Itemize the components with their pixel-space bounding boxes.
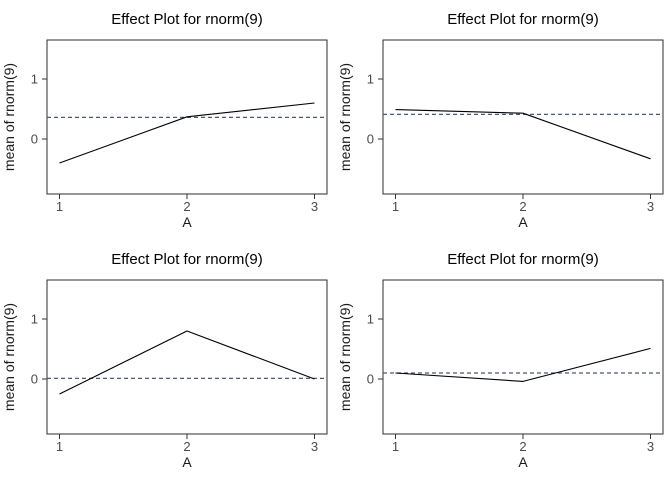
x-tick-label: 1 [56,199,63,214]
x-tick-label: 2 [183,439,190,454]
x-tick-label: 2 [519,439,526,454]
panel-title: Effect Plot for rnorm(9) [111,251,262,268]
x-tick-label: 1 [392,199,399,214]
x-tick-label: 3 [311,439,318,454]
panel-border [382,279,664,435]
x-axis-label: A [518,454,528,470]
panel-title: Effect Plot for rnorm(9) [111,11,262,28]
x-tick-label: 3 [311,199,318,214]
x-axis-label: A [518,214,528,230]
y-axis-label: mean of rnorm(9) [337,63,353,171]
panel-border [382,39,664,195]
x-axis-label: A [182,454,192,470]
y-tick-label: 1 [31,72,38,87]
x-tick-label: 1 [56,439,63,454]
y-axis-label: mean of rnorm(9) [337,303,353,411]
panel-title: Effect Plot for rnorm(9) [447,251,598,268]
panel-border [46,279,328,435]
x-tick-label: 2 [519,199,526,214]
effect-line [59,330,315,395]
x-tick-label: 3 [647,439,654,454]
x-tick-label: 1 [392,439,399,454]
y-tick-label: 1 [367,72,374,87]
y-tick-label: 0 [31,132,38,147]
panel-title: Effect Plot for rnorm(9) [447,11,598,28]
y-tick-label: 0 [367,372,374,387]
y-tick-label: 0 [367,132,374,147]
effect-line [59,102,315,164]
x-tick-label: 3 [647,199,654,214]
effect-line [395,109,651,160]
y-tick-label: 0 [31,372,38,387]
y-tick-label: 1 [367,312,374,327]
x-axis-label: A [182,214,192,230]
effect-line [395,347,651,382]
y-tick-label: 1 [31,312,38,327]
y-axis-label: mean of rnorm(9) [1,63,17,171]
y-axis-label: mean of rnorm(9) [1,303,17,411]
x-tick-label: 2 [183,199,190,214]
